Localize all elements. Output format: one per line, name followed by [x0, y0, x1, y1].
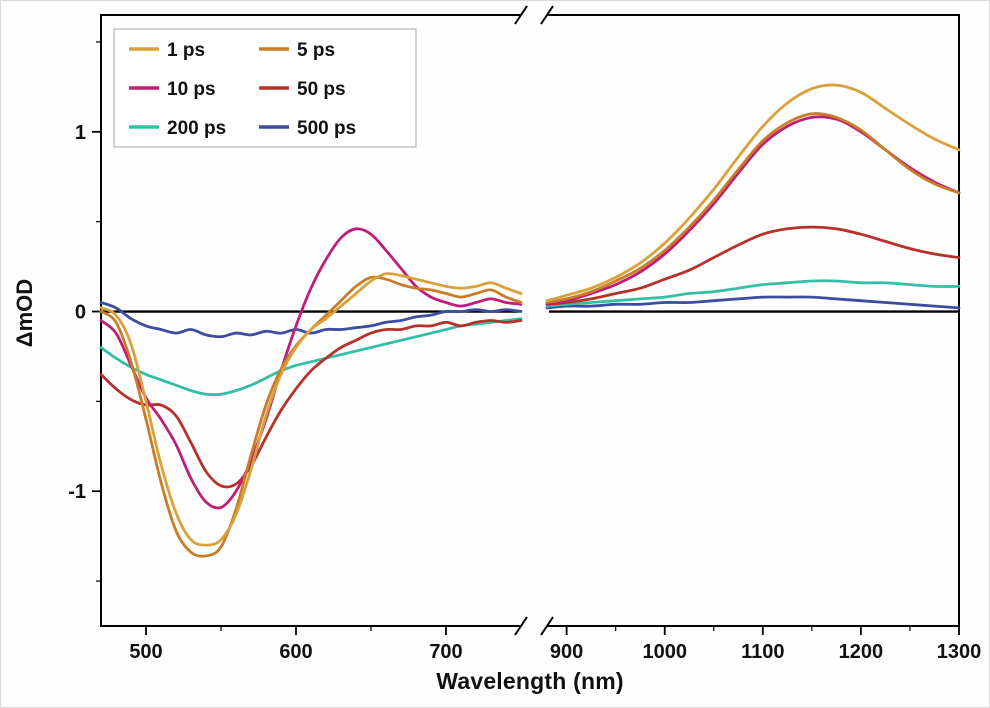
right-panel-frame	[547, 14, 960, 627]
legend-label: 5 ps	[297, 40, 335, 61]
y-tick-label: -1	[68, 481, 86, 503]
x-tick-label: 500	[129, 641, 162, 663]
x-tick-label: 1300	[937, 641, 982, 663]
series-line-1-ps	[99, 272, 523, 547]
legend-item: 500 ps	[259, 118, 356, 139]
series-line-50-ps	[99, 319, 523, 489]
series-line-500-ps	[99, 301, 523, 339]
axes: 500 600 700 900 1000 1100 1200 1300 -1 0 1	[68, 5, 982, 663]
legend-item: 50 ps	[259, 79, 346, 100]
series-line-10-ps	[545, 115, 961, 306]
legend-label: 200 ps	[167, 118, 226, 139]
x-tick-label: 1000	[642, 641, 687, 663]
series-line-5-ps	[99, 275, 523, 558]
series-line-50-ps	[545, 225, 961, 306]
legend-label: 500 ps	[297, 118, 356, 139]
legend-label: 10 ps	[167, 79, 216, 100]
axis-break-mark	[514, 5, 528, 25]
y-axis-label: ΔmOD	[12, 278, 37, 348]
legend-item: 10 ps	[129, 79, 216, 100]
series-lines	[99, 83, 961, 558]
axis-break-mark	[540, 5, 554, 25]
series-line-200-ps	[545, 279, 961, 308]
series-line-500-ps	[545, 295, 961, 310]
legend-label: 50 ps	[297, 79, 346, 100]
x-tick-label: 900	[550, 641, 583, 663]
x-axis-label: Wavelength (nm)	[436, 668, 624, 694]
series-line-1-ps	[545, 83, 961, 303]
y-tick-label: 1	[75, 122, 86, 144]
x-tick-label: 1200	[839, 641, 884, 663]
x-tick-label: 700	[429, 641, 462, 663]
legend: 1 ps 5 ps 10 ps 50 ps 200 ps 500 ps	[113, 28, 417, 148]
series-line-200-ps	[99, 317, 523, 397]
y-tick-label: 0	[75, 302, 86, 324]
axis-break-mark	[514, 616, 528, 636]
legend-item: 1 ps	[129, 40, 205, 61]
series-line-5-ps	[545, 112, 961, 304]
legend-item: 5 ps	[259, 40, 335, 61]
legend-label: 1 ps	[167, 40, 205, 61]
axis-break-mark	[540, 616, 554, 636]
x-tick-label: 1100	[741, 641, 784, 663]
x-tick-label: 600	[279, 641, 312, 663]
legend-item: 200 ps	[129, 118, 226, 139]
series-line-10-ps	[99, 227, 523, 510]
